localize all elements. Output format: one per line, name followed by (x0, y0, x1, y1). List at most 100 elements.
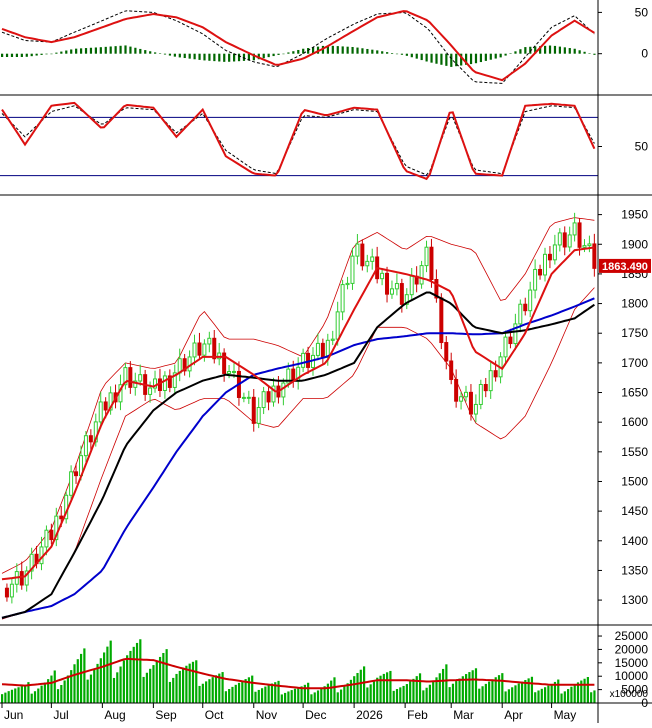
candle-body (162, 375, 167, 391)
macd-histogram-bar (149, 51, 152, 54)
macd-histogram-bar (514, 51, 517, 54)
macd-histogram-bar (302, 48, 305, 54)
macd-histogram-bar (94, 47, 97, 54)
volume-bar (119, 666, 122, 703)
macd-histogram-bar (114, 46, 117, 54)
volume-bar (300, 686, 303, 703)
candle-body (266, 391, 271, 403)
candle-body (217, 352, 222, 360)
macd-histogram-bar (45, 53, 48, 55)
macd-histogram-bar (420, 53, 423, 61)
volume-bar (40, 685, 43, 703)
macd-histogram-bar (282, 53, 285, 55)
macd-histogram-bar (242, 53, 246, 61)
volume-bar (458, 678, 461, 703)
volume-bar (501, 673, 504, 703)
volume-bar (366, 687, 369, 703)
volume-bar (491, 679, 494, 703)
candle-body (577, 222, 582, 248)
volume-bar (135, 642, 139, 703)
macd-histogram-bar (267, 53, 270, 58)
volume-bar (76, 659, 79, 703)
macd-histogram-bar (474, 53, 478, 64)
volume-bar (264, 686, 267, 703)
candle-body (123, 367, 128, 386)
candle-body (389, 288, 394, 295)
macd-histogram-bar (543, 45, 547, 54)
volume-bar (43, 682, 46, 703)
volume-bar (188, 663, 191, 703)
candle-body (434, 279, 439, 299)
candle-body (227, 371, 232, 374)
volume-bar (438, 673, 441, 703)
volume-bar (353, 676, 356, 703)
volume-bar (583, 678, 586, 703)
volume-bar (497, 675, 501, 703)
volume-bar (224, 691, 227, 703)
macd-histogram-bar (460, 53, 463, 66)
candle-body (385, 272, 390, 295)
volume-bar (89, 674, 93, 703)
macd-histogram-bar (50, 53, 53, 55)
volume-bar (412, 678, 415, 703)
macd-histogram-bar (376, 50, 379, 54)
y-tick-label: 0 (641, 47, 648, 61)
macd-histogram-bar (55, 52, 58, 54)
candle-body (399, 283, 404, 305)
volume-bar (570, 686, 573, 703)
macd-histogram-bar (104, 46, 107, 54)
volume-bar (60, 685, 63, 703)
y-tick-label: 1900 (621, 237, 648, 251)
volume-bar (448, 687, 451, 703)
candle-body (197, 342, 202, 356)
macd-histogram-bar (529, 46, 532, 54)
candle-body (454, 378, 459, 402)
candle-body (350, 255, 355, 284)
volume-bar (576, 682, 580, 703)
candle-body (4, 587, 9, 598)
volume-bar (316, 690, 320, 703)
volume-bar (297, 687, 300, 703)
candle-body (153, 378, 158, 389)
volume-bar (290, 690, 293, 703)
volume-bar (343, 686, 346, 703)
volume-bar (132, 646, 135, 703)
macd-histogram-bar (178, 53, 181, 58)
y-tick-label: 1300 (621, 593, 648, 607)
volume-bar (389, 670, 392, 703)
panel-bg-macd (0, 0, 598, 95)
x-tick-label: Feb (407, 708, 428, 722)
y-tick-label: 1550 (621, 445, 648, 459)
y-tick-label: 1800 (621, 297, 648, 311)
candle-body (172, 372, 177, 388)
macd-histogram-bar (124, 45, 127, 54)
candle-body (271, 385, 276, 403)
y-tick-label: 1950 (621, 208, 648, 222)
candle-body (49, 529, 54, 541)
x-tick-label: Apr (504, 708, 523, 722)
volume-bar (106, 646, 109, 703)
volume-bar (221, 672, 224, 703)
volume-bar (165, 649, 168, 703)
y-tick-label: 1400 (621, 534, 648, 548)
candle-body (325, 339, 330, 358)
candle-body (251, 396, 256, 424)
volume-bar (149, 668, 152, 703)
macd-histogram-bar (193, 53, 196, 60)
volume-bar (195, 660, 198, 703)
volume-bar (520, 681, 524, 703)
volume-bar (445, 664, 448, 703)
volume-bar (257, 689, 260, 703)
macd-histogram-bar (1, 53, 4, 57)
macd-histogram-bar (336, 46, 339, 54)
y-tick-label: 1650 (621, 386, 648, 400)
volume-bar (254, 691, 257, 703)
candle-body (582, 245, 587, 248)
y-tick-label: 1700 (621, 356, 648, 370)
macd-histogram-bar (366, 48, 369, 54)
candle-body (182, 358, 187, 372)
macd-histogram-bar (99, 47, 102, 54)
macd-histogram-bar (539, 46, 542, 54)
volume-bar (392, 690, 395, 703)
